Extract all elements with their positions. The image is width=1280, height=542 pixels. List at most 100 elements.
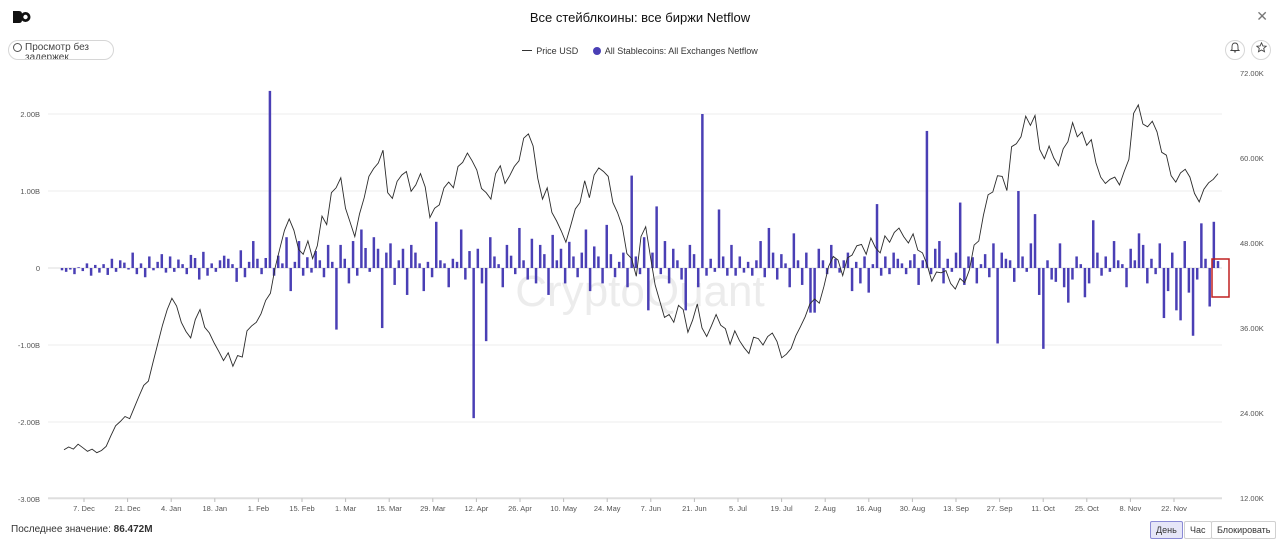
netflow-bar[interactable] bbox=[1212, 221, 1216, 268]
netflow-bar[interactable] bbox=[231, 264, 234, 268]
netflow-bar[interactable] bbox=[222, 255, 226, 268]
netflow-bar[interactable] bbox=[979, 264, 983, 268]
netflow-bar[interactable] bbox=[1017, 191, 1020, 268]
netflow-bar[interactable] bbox=[152, 268, 155, 271]
netflow-bar[interactable] bbox=[422, 268, 426, 292]
netflow-bar[interactable] bbox=[576, 268, 579, 278]
netflow-bar[interactable] bbox=[81, 268, 85, 272]
netflow-bar[interactable] bbox=[1075, 256, 1078, 268]
netflow-bar[interactable] bbox=[642, 237, 646, 268]
netflow-bar[interactable] bbox=[123, 262, 126, 268]
netflow-bar[interactable] bbox=[572, 256, 575, 268]
netflow-bar[interactable] bbox=[156, 261, 159, 268]
netflow-bar[interactable] bbox=[472, 268, 475, 419]
netflow-bar[interactable] bbox=[430, 268, 434, 278]
netflow-bar[interactable] bbox=[1000, 252, 1004, 268]
netflow-bar[interactable] bbox=[98, 268, 101, 273]
netflow-bar[interactable] bbox=[385, 252, 388, 268]
close-icon[interactable]: ✕ bbox=[1256, 8, 1268, 24]
netflow-bar[interactable] bbox=[605, 224, 608, 268]
netflow-bar[interactable] bbox=[1067, 268, 1070, 303]
netflow-bar[interactable] bbox=[239, 250, 243, 268]
netflow-bar[interactable] bbox=[867, 268, 870, 293]
netflow-bar[interactable] bbox=[988, 268, 991, 278]
netflow-bar[interactable] bbox=[1175, 268, 1178, 311]
netflow-bar[interactable] bbox=[788, 268, 791, 288]
netflow-bar[interactable] bbox=[1195, 268, 1199, 280]
netflow-bar[interactable] bbox=[459, 229, 463, 269]
netflow-bar[interactable] bbox=[64, 268, 68, 272]
netflow-bar[interactable] bbox=[480, 268, 484, 284]
netflow-bar[interactable] bbox=[127, 268, 130, 270]
netflow-bar[interactable] bbox=[975, 268, 979, 284]
netflow-bar[interactable] bbox=[501, 268, 505, 288]
netflow-bar[interactable] bbox=[651, 252, 654, 268]
netflow-bar[interactable] bbox=[1116, 260, 1120, 268]
netflow-bar[interactable] bbox=[705, 268, 708, 276]
netflow-bar[interactable] bbox=[451, 258, 455, 268]
netflow-bar[interactable] bbox=[185, 268, 188, 275]
netflow-bar[interactable] bbox=[227, 258, 230, 268]
netflow-bar[interactable] bbox=[688, 244, 692, 268]
netflow-bar[interactable] bbox=[1183, 241, 1186, 268]
netflow-bar[interactable] bbox=[821, 260, 825, 268]
netflow-bar[interactable] bbox=[692, 254, 696, 268]
netflow-bar[interactable] bbox=[89, 268, 93, 276]
netflow-bar[interactable] bbox=[1058, 243, 1062, 268]
netflow-bar[interactable] bbox=[775, 268, 779, 280]
netflow-bar[interactable] bbox=[1004, 258, 1008, 268]
netflow-bar[interactable] bbox=[1083, 268, 1087, 298]
netflow-bar[interactable] bbox=[830, 244, 833, 268]
netflow-bar[interactable] bbox=[950, 268, 954, 272]
netflow-bar[interactable] bbox=[1104, 256, 1107, 268]
netflow-bar[interactable] bbox=[992, 243, 995, 268]
netflow-bar[interactable] bbox=[372, 237, 376, 268]
netflow-bar[interactable] bbox=[293, 261, 297, 268]
netflow-bar[interactable] bbox=[393, 268, 396, 285]
netflow-bar[interactable] bbox=[1150, 258, 1153, 268]
netflow-bar[interactable] bbox=[368, 268, 371, 272]
netflow-bar[interactable] bbox=[954, 252, 958, 268]
netflow-bar[interactable] bbox=[397, 260, 401, 268]
netflow-bar[interactable] bbox=[464, 268, 467, 280]
netflow-bar[interactable] bbox=[547, 268, 550, 295]
netflow-bar[interactable] bbox=[1029, 243, 1033, 268]
netflow-bar[interactable] bbox=[983, 254, 987, 268]
netflow-bar[interactable] bbox=[1216, 261, 1220, 268]
netflow-bar[interactable] bbox=[306, 257, 309, 268]
netflow-bar[interactable] bbox=[77, 267, 80, 268]
netflow-bar[interactable] bbox=[921, 260, 925, 268]
netflow-bar[interactable] bbox=[659, 268, 663, 275]
netflow-bar[interactable] bbox=[1137, 233, 1141, 268]
netflow-bar[interactable] bbox=[1071, 268, 1074, 280]
netflow-bar[interactable] bbox=[946, 258, 949, 268]
realtime-view-button[interactable]: Просмотр без задержек bbox=[8, 40, 114, 60]
netflow-bar[interactable] bbox=[1204, 258, 1207, 268]
netflow-bar[interactable] bbox=[680, 268, 683, 280]
netflow-bar[interactable] bbox=[1087, 268, 1091, 284]
netflow-bar[interactable] bbox=[102, 264, 105, 268]
netflow-bar[interactable] bbox=[647, 268, 650, 311]
legend-item-price[interactable]: Price USD bbox=[522, 46, 578, 56]
netflow-bar[interactable] bbox=[563, 268, 567, 284]
netflow-bar[interactable] bbox=[351, 241, 355, 268]
netflow-bar[interactable] bbox=[701, 114, 704, 268]
netflow-bar[interactable] bbox=[168, 256, 172, 268]
netflow-bar[interactable] bbox=[967, 256, 970, 268]
netflow-bar[interactable] bbox=[410, 244, 413, 268]
netflow-bar[interactable] bbox=[526, 268, 529, 280]
netflow-bar[interactable] bbox=[805, 252, 808, 268]
netflow-bar[interactable] bbox=[131, 252, 134, 268]
netflow-bar[interactable] bbox=[268, 90, 272, 269]
netflow-bar[interactable] bbox=[1129, 248, 1132, 268]
netflow-bar[interactable] bbox=[1100, 268, 1103, 276]
netflow-bar[interactable] bbox=[484, 268, 488, 342]
netflow-bar[interactable] bbox=[389, 243, 392, 268]
netflow-bar[interactable] bbox=[663, 241, 667, 268]
netflow-bar[interactable] bbox=[884, 256, 887, 268]
netflow-bar[interactable] bbox=[214, 268, 218, 272]
netflow-bar[interactable] bbox=[1166, 268, 1170, 292]
netflow-bar[interactable] bbox=[617, 261, 621, 268]
netflow-bar[interactable] bbox=[189, 254, 193, 268]
netflow-bar[interactable] bbox=[717, 209, 721, 268]
